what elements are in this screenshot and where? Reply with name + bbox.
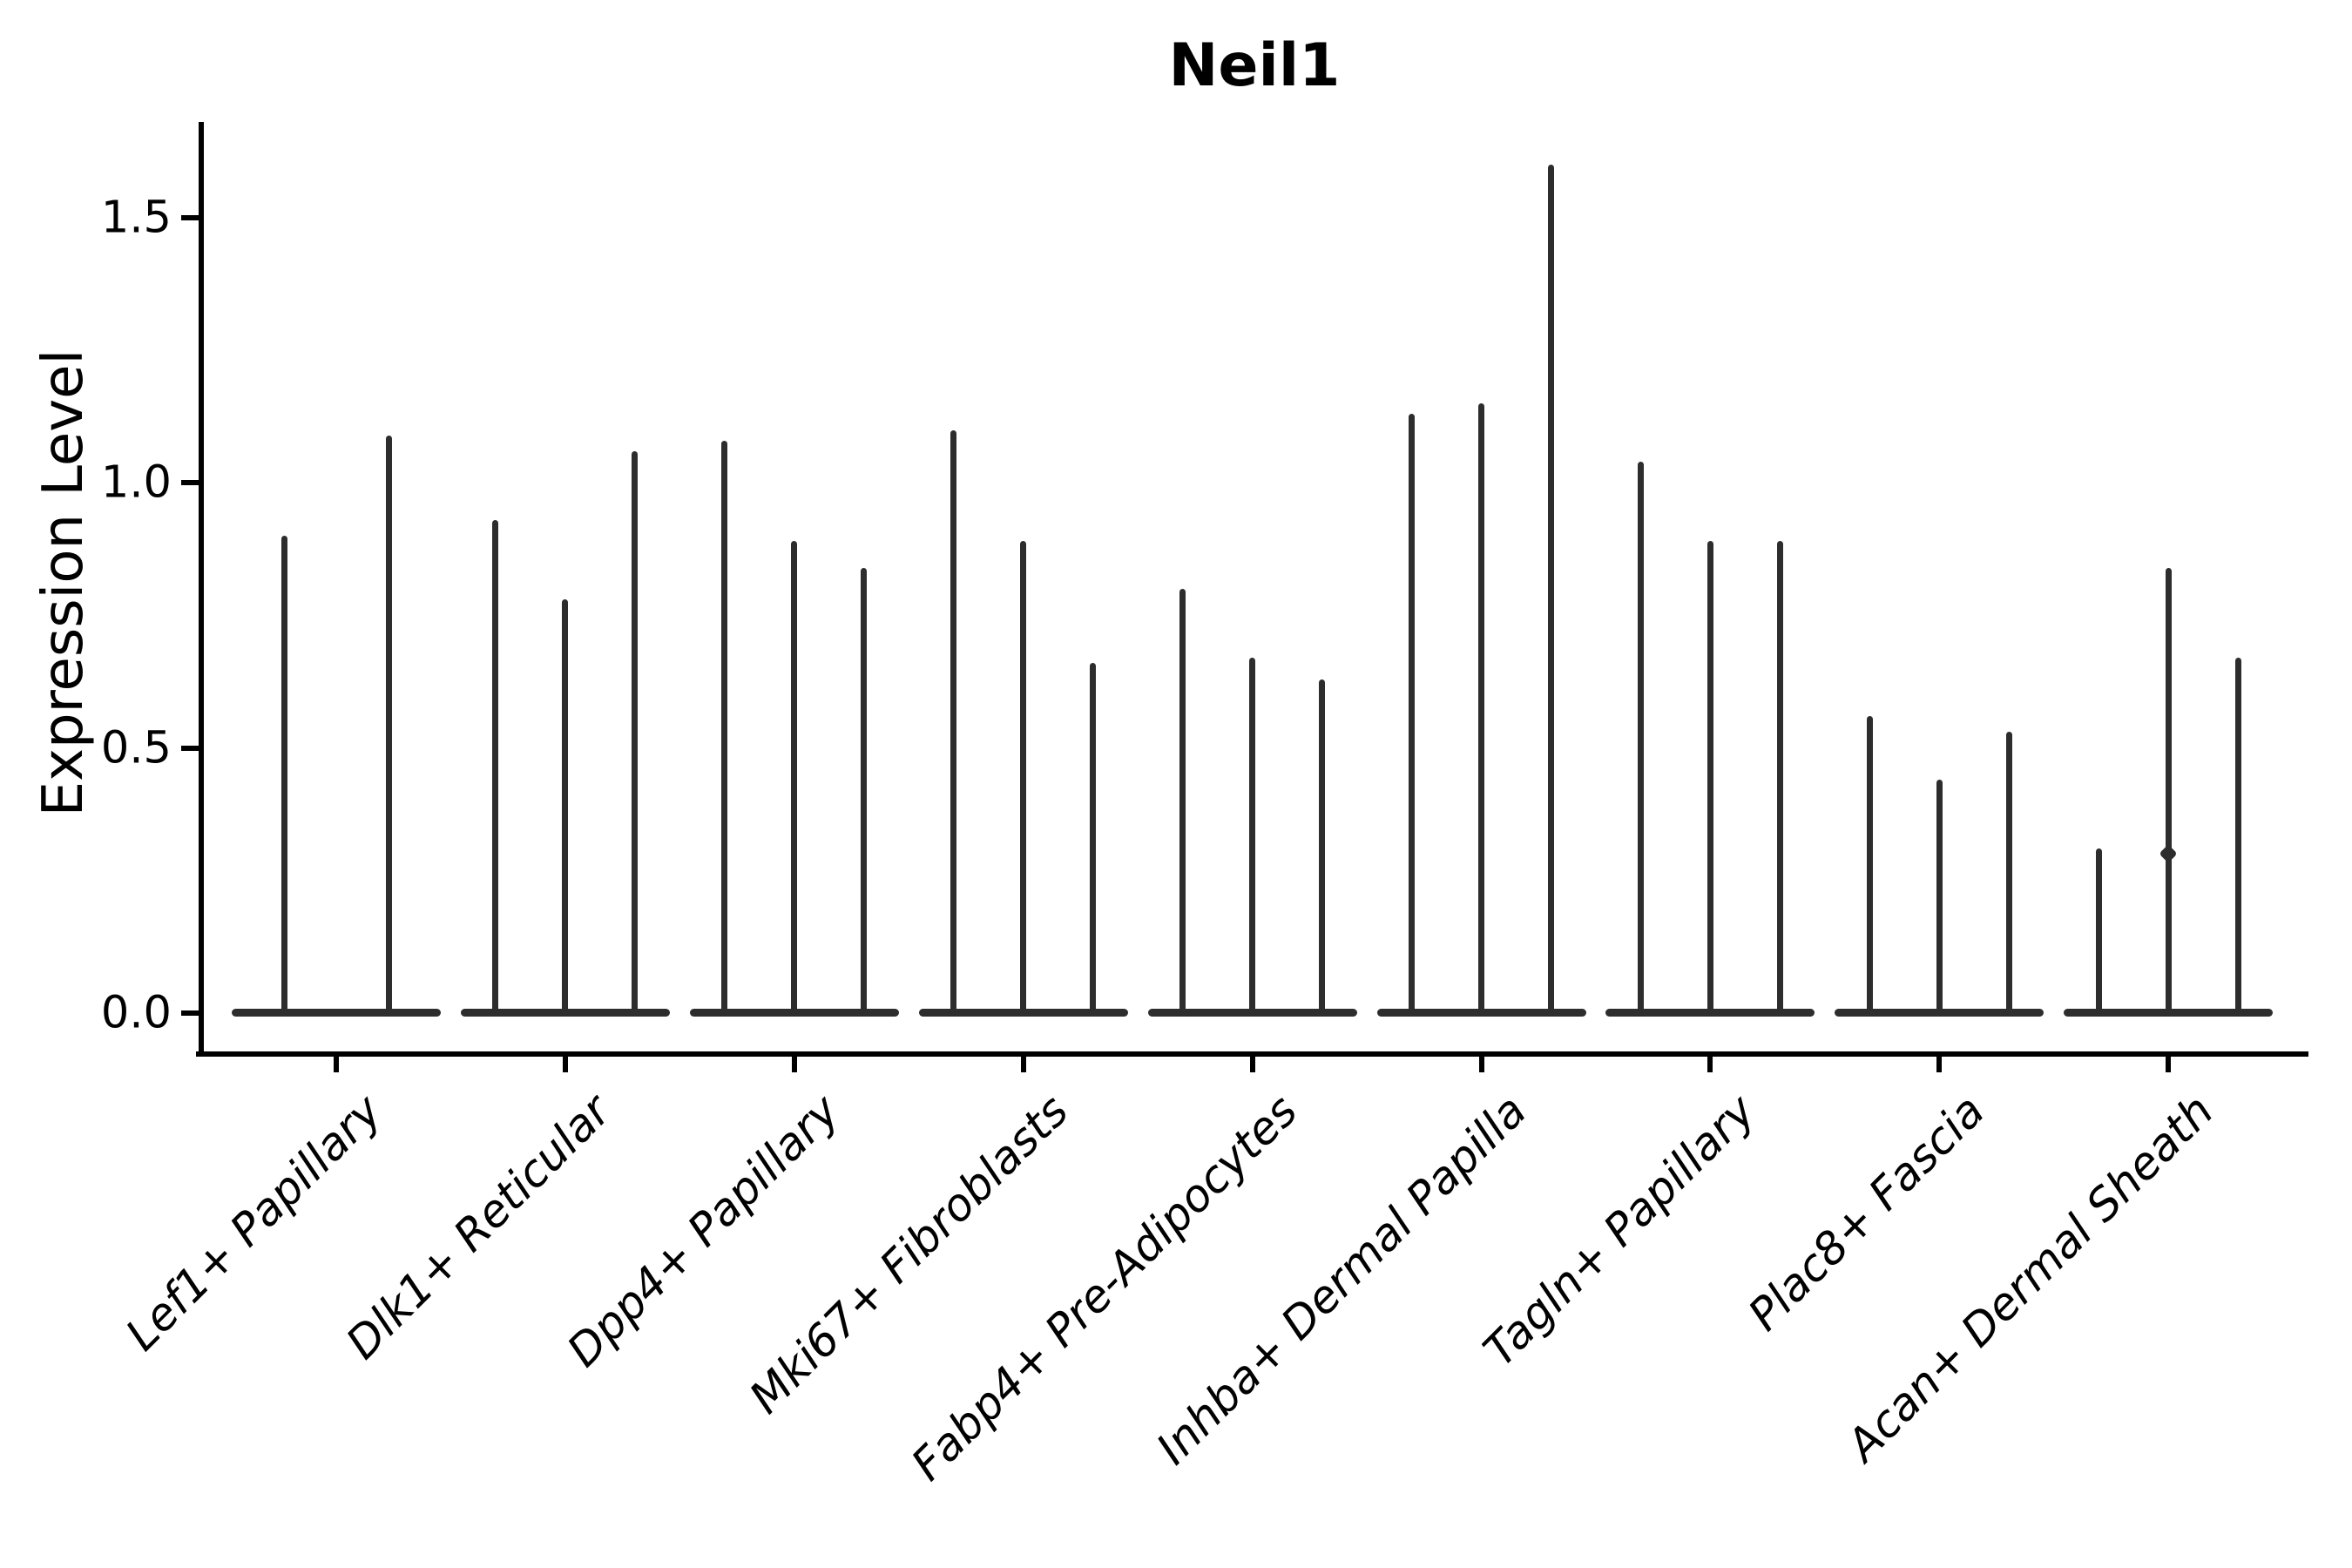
violin-spike [2234,658,2241,1016]
violin-spike [492,520,499,1016]
y-tick-mark [181,745,199,751]
x-tick-mark [1020,1057,1026,1072]
y-tick-label: 1.0 [100,456,172,509]
y-tick-label: 1.5 [100,192,172,244]
violin-spike [1319,679,1326,1016]
violin-base [232,1009,441,1017]
violin-spike [562,599,569,1016]
violin-spike [2005,732,2012,1016]
violin-spike [632,450,639,1016]
violin-spike [721,440,728,1016]
x-tick-mark [791,1057,797,1072]
violin-spike [385,435,392,1016]
x-tick-mark [334,1057,339,1072]
violin-spike [2165,567,2172,1016]
y-axis-spine [199,122,204,1057]
violin-spike [1866,716,1873,1016]
x-tick-mark [562,1057,568,1072]
jitter-point [2159,844,2178,864]
x-tick-label: Plac8+ Fascia [1739,1085,1996,1342]
y-tick-mark [181,1010,199,1016]
chart-title: Neil1 [1168,31,1341,100]
violin-spike [1179,589,1186,1016]
violin-spike [861,567,868,1016]
violin-spike [791,541,798,1016]
x-tick-label: Fabp4+ Pre-Adipocytes [902,1085,1308,1491]
x-tick-mark [1249,1057,1255,1072]
x-tick-mark [1936,1057,1943,1072]
x-tick-mark [2166,1057,2172,1072]
x-tick-mark [1478,1057,1484,1072]
y-tick-mark [181,215,199,221]
violin-spike [1707,541,1713,1016]
violin-spike [1637,462,1644,1016]
violin-spike [1776,541,1783,1016]
violin-spike [2095,848,2102,1016]
violin-spike [1548,165,1554,1016]
violin-spike [1090,663,1097,1016]
y-tick-label: 0.0 [100,987,172,1039]
x-axis-spine [196,1051,2308,1057]
violin-spike [950,429,957,1016]
violin-spike [280,536,287,1016]
violin-spike [1020,541,1027,1016]
violin-spike [1478,403,1484,1016]
x-tick-label: Acan+ Dermal Sheath [1837,1085,2224,1472]
x-tick-label: Inhba+ Dermal Papilla [1147,1085,1538,1476]
y-tick-mark [181,480,199,486]
violin-spike [1936,780,1943,1016]
violin-spike [1249,658,1256,1016]
violin-spike [1409,414,1415,1016]
x-tick-mark [1707,1057,1713,1072]
y-tick-label: 0.5 [100,722,172,774]
